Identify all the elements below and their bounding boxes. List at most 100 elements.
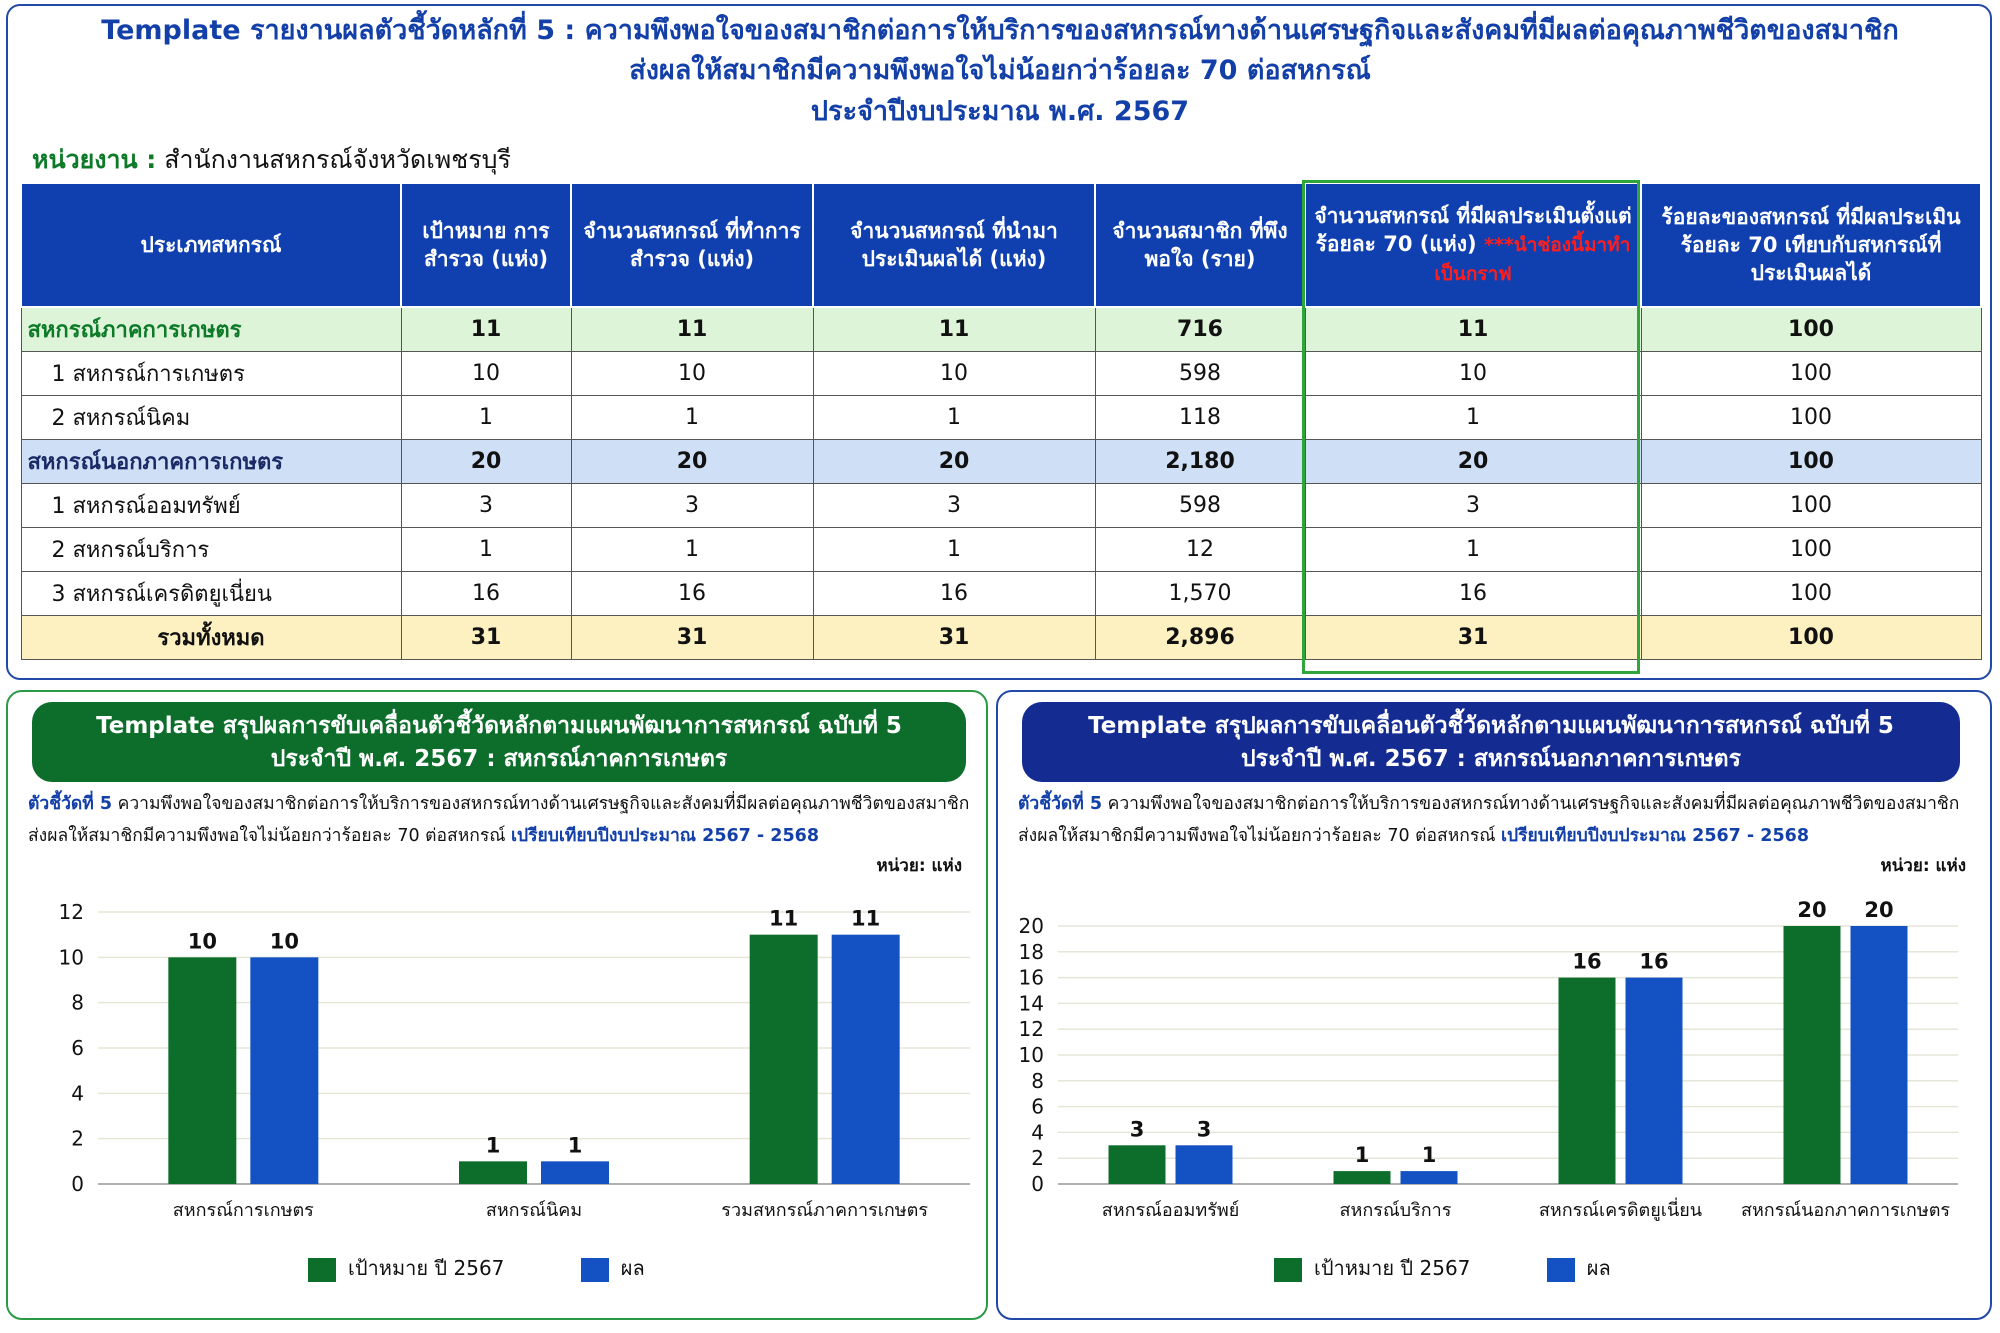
data-label: 20 bbox=[1864, 898, 1893, 922]
table-cell: 598 bbox=[1094, 482, 1306, 528]
header-satisfied-members: จำนวนสมาชิก ที่พึงพอใจ (ราย) bbox=[1094, 182, 1306, 308]
table-cell: 1 bbox=[1304, 394, 1642, 440]
table-cell: 31 bbox=[812, 614, 1096, 660]
table-row: 3 สหกรณ์เครดิตยูเนี่ยน 16 16 16 1,570 16 100 bbox=[20, 570, 1982, 616]
cell-coop-type: รวมทั้งหมด bbox=[20, 614, 402, 660]
bar bbox=[1625, 977, 1683, 1184]
banner-agricultural: Template สรุปผลการขับเคลื่อนตัวชี้วัดหลั… bbox=[32, 702, 966, 782]
cell-coop-type: 2 สหกรณ์นิคม bbox=[20, 394, 402, 440]
table-header-row: ประเภทสหกรณ์ เป้าหมาย การ สำรวจ (แห่ง) จ… bbox=[20, 182, 1982, 308]
indicator-text-left-1: ความพึงพอใจของสมาชิกต่อการให้บริการของสห… bbox=[112, 794, 970, 814]
table-cell: 100 bbox=[1640, 482, 1982, 528]
y-tick-label: 0 bbox=[71, 1172, 84, 1196]
indicator-compare-right: เปรียบเทียบปีงบประมาณ 2567 - 2568 bbox=[1501, 826, 1809, 846]
table-cell: 31 bbox=[570, 614, 814, 660]
table-cell: 100 bbox=[1640, 438, 1982, 484]
unit-label-right: หน่วย: แห่ง bbox=[1880, 856, 1966, 876]
legend-item-result: ผล bbox=[1546, 1252, 1611, 1284]
table-cell: 10 bbox=[1304, 350, 1642, 396]
table-cell: 1 bbox=[400, 394, 572, 440]
legend-left: เป้าหมาย ปี 2567 ผล bbox=[308, 1252, 715, 1284]
y-tick-label: 0 bbox=[1031, 1172, 1044, 1196]
table-row: 1 สหกรณ์ออมทรัพย์ 3 3 3 598 3 100 bbox=[20, 482, 1982, 528]
legend-item-result: ผล bbox=[580, 1252, 645, 1284]
table-cell: 2,896 bbox=[1094, 614, 1306, 660]
table-cell: 10 bbox=[570, 350, 814, 396]
table-cell: 11 bbox=[812, 306, 1096, 352]
header-coops-over-70: จำนวนสหกรณ์ ที่มีผลประเมินตั้งแต่ร้อยละ … bbox=[1304, 182, 1642, 308]
indicator-description-left: ตัวชี้วัดที่ 5 ความพึงพอใจของสมาชิกต่อกา… bbox=[28, 788, 969, 852]
indicator-key-right: ตัวชี้วัดที่ 5 bbox=[1018, 794, 1103, 814]
table-cell: 31 bbox=[1304, 614, 1642, 660]
data-label: 10 bbox=[270, 929, 299, 953]
bar bbox=[1175, 1145, 1233, 1184]
table-cell: 1 bbox=[812, 526, 1096, 572]
x-tick-label: สหกรณ์นอกภาคการเกษตร bbox=[1741, 1200, 1950, 1221]
y-tick-label: 16 bbox=[1019, 966, 1044, 990]
bar bbox=[749, 934, 818, 1184]
data-label: 1 bbox=[486, 1133, 501, 1157]
table-row: 2 สหกรณ์บริการ 1 1 1 12 1 100 bbox=[20, 526, 1982, 572]
legend-right: เป้าหมาย ปี 2567 ผล bbox=[1274, 1252, 1681, 1284]
table-cell: 3 bbox=[400, 482, 572, 528]
data-label: 1 bbox=[568, 1133, 583, 1157]
legend-item-target: เป้าหมาย ปี 2567 bbox=[308, 1252, 504, 1284]
bar bbox=[1108, 1145, 1166, 1184]
data-label: 3 bbox=[1130, 1117, 1145, 1141]
report-title-line2: ส่งผลให้สมาชิกมีความพึงพอใจไม่น้อยกว่าร้… bbox=[629, 55, 1371, 86]
indicator-key-left: ตัวชี้วัดที่ 5 bbox=[28, 794, 113, 814]
table-cell: 1 bbox=[1304, 526, 1642, 572]
y-tick-label: 6 bbox=[1031, 1095, 1044, 1119]
y-tick-label: 4 bbox=[1031, 1120, 1044, 1144]
legend-label-result: ผล bbox=[1586, 1256, 1611, 1280]
panel-agricultural: Template สรุปผลการขับเคลื่อนตัวชี้วัดหลั… bbox=[6, 690, 988, 1320]
cell-coop-type: สหกรณ์นอกภาคการเกษตร bbox=[20, 438, 402, 484]
table-cell: 100 bbox=[1640, 306, 1982, 352]
cell-coop-type: 2 สหกรณ์บริการ bbox=[20, 526, 402, 572]
legend-label-result: ผล bbox=[620, 1256, 645, 1280]
report-table: ประเภทสหกรณ์ เป้าหมาย การ สำรวจ (แห่ง) จ… bbox=[20, 182, 1982, 660]
table-cell: 2,180 bbox=[1094, 438, 1306, 484]
x-tick-label: สหกรณ์บริการ bbox=[1340, 1200, 1452, 1221]
y-tick-label: 2 bbox=[71, 1127, 84, 1151]
y-tick-label: 20 bbox=[1019, 914, 1044, 938]
header-survey-target: เป้าหมาย การ สำรวจ (แห่ง) bbox=[400, 182, 572, 308]
y-tick-label: 12 bbox=[59, 900, 84, 924]
header-graph-note: ***นำช่องนี้มาทำเป็นกราฟ bbox=[1434, 234, 1631, 285]
table-cell: 100 bbox=[1640, 394, 1982, 440]
cell-coop-type: 1 สหกรณ์ออมทรัพย์ bbox=[20, 482, 402, 528]
data-label: 11 bbox=[851, 907, 880, 931]
table-cell: 10 bbox=[812, 350, 1096, 396]
table-cell: 1 bbox=[570, 394, 814, 440]
table-cell: 10 bbox=[400, 350, 572, 396]
table-cell: 3 bbox=[1304, 482, 1642, 528]
table-cell: 3 bbox=[570, 482, 814, 528]
table-cell: 20 bbox=[1304, 438, 1642, 484]
table-cell: 12 bbox=[1094, 526, 1306, 572]
indicator-text-left-2: ส่งผลให้สมาชิกมีความพึงพอใจไม่น้อยกว่าร้… bbox=[28, 826, 512, 846]
data-label: 1 bbox=[1422, 1143, 1437, 1167]
cell-coop-type: 3 สหกรณ์เครดิตยูเนี่ยน bbox=[20, 570, 402, 616]
table-cell: 3 bbox=[812, 482, 1096, 528]
data-label: 3 bbox=[1197, 1117, 1212, 1141]
indicator-description-right: ตัวชี้วัดที่ 5 ความพึงพอใจของสมาชิกต่อกา… bbox=[1018, 788, 1959, 852]
header-coops-over-70-label: จำนวนสหกรณ์ ที่มีผลประเมินตั้งแต่ร้อยละ … bbox=[1314, 204, 1632, 256]
x-tick-label: สหกรณ์ออมทรัพย์ bbox=[1102, 1200, 1240, 1221]
x-tick-label: สหกรณ์เครดิตยูเนี่ยน bbox=[1539, 1197, 1702, 1221]
legend-label-target: เป้าหมาย ปี 2567 bbox=[348, 1256, 505, 1280]
legend-swatch-result bbox=[580, 1257, 609, 1282]
table-group-row: สหกรณ์ภาคการเกษตร 11 11 11 716 11 100 bbox=[20, 306, 1982, 352]
data-label: 16 bbox=[1639, 950, 1668, 974]
table-cell: 16 bbox=[570, 570, 814, 616]
legend-swatch-result bbox=[1546, 1257, 1575, 1282]
table-cell: 16 bbox=[400, 570, 572, 616]
table-cell: 20 bbox=[400, 438, 572, 484]
bar bbox=[459, 1161, 527, 1184]
x-tick-label: รวมสหกรณ์ภาคการเกษตร bbox=[721, 1200, 928, 1221]
table-cell: 118 bbox=[1094, 394, 1306, 440]
agency-value: สำนักงานสหกรณ์จังหวัดเพชรบุรี bbox=[164, 145, 511, 174]
banner-nonagricultural-line2: ประจำปี พ.ศ. 2567 : สหกรณ์นอกภาคการเกษตร bbox=[1241, 746, 1741, 772]
y-tick-label: 8 bbox=[71, 991, 84, 1015]
